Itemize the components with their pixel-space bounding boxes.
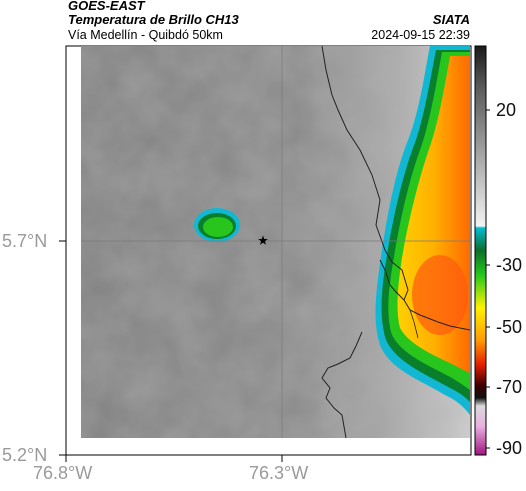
timestamp-label: 2024-09-15 22:39 <box>371 28 470 42</box>
lon-tick-label: 76.3°W <box>249 463 309 483</box>
star-icon <box>258 235 268 245</box>
lat-tick-label: 5.7°N <box>2 231 48 251</box>
river-border <box>379 259 405 301</box>
satellite-name: GOES-EAST <box>68 0 145 13</box>
cell-core <box>203 217 233 237</box>
lat-tick-label: 5.2°N <box>2 445 48 465</box>
colorbar-tick-label: -50 <box>496 317 523 337</box>
colorbar-tick-label: -70 <box>496 377 523 397</box>
organization-label: SIATA <box>432 12 470 27</box>
colorbar-tick-label: -90 <box>496 438 523 458</box>
map-subtitle: Vía Medellín - Quibdó 50km <box>68 28 223 42</box>
colorbar-tick-label: -30 <box>496 255 523 275</box>
inner-border <box>409 309 419 339</box>
colorbar-tick-label: 20 <box>496 100 517 120</box>
convection-hotspot <box>412 255 468 335</box>
lon-tick-label: 76.8°W <box>33 463 93 483</box>
product-title: Temperatura de Brillo CH13 <box>68 12 239 27</box>
department-border <box>321 46 470 331</box>
southern-border <box>321 331 363 438</box>
colorbar <box>474 45 487 456</box>
